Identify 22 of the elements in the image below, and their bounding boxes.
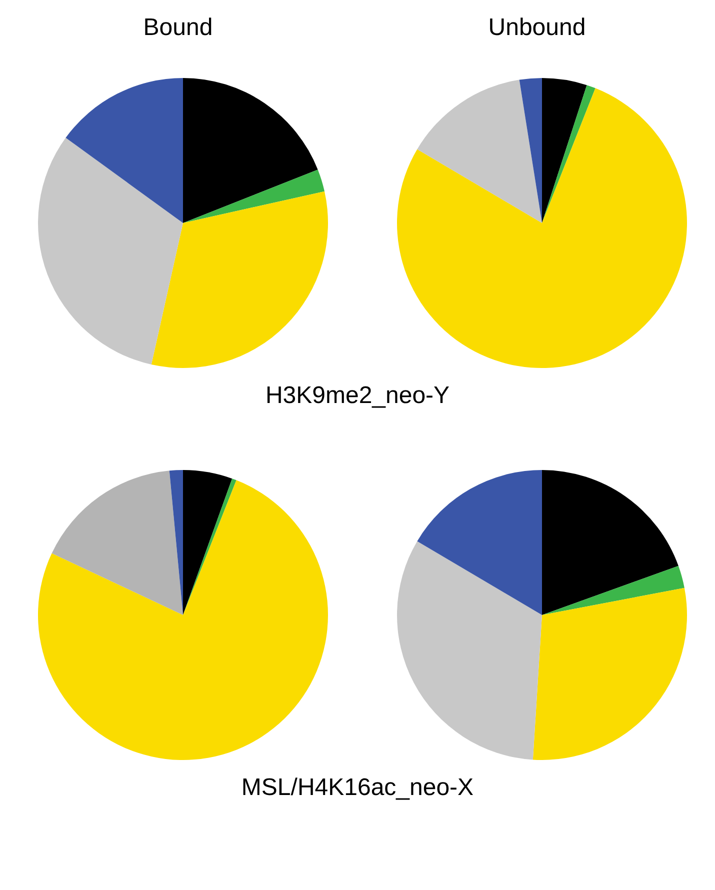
pie-slice [183, 170, 325, 223]
pie-slice [169, 470, 183, 615]
pie-slice [38, 480, 328, 760]
pie-slice [417, 80, 542, 223]
pie-slice [397, 541, 542, 760]
pie-slice [542, 85, 596, 223]
pie-slice [542, 566, 684, 615]
pie-slice [542, 78, 587, 223]
chart-title: Bound [143, 14, 213, 41]
text: H3K9me2_neo-Y [264, 382, 451, 410]
pie-slice [532, 588, 687, 760]
pie-slice [397, 88, 687, 368]
pie-slice [542, 470, 678, 615]
pie-slice [66, 78, 183, 223]
pie-slice [183, 78, 318, 223]
pie-slice [519, 78, 542, 223]
pie-slice [417, 470, 542, 615]
pie-slice [52, 470, 183, 615]
pie-slice [151, 191, 328, 368]
pie-slice [38, 138, 183, 365]
text: MSL/H4K16ac_neo-X [240, 774, 475, 802]
chart-title: Unbound [488, 14, 586, 41]
